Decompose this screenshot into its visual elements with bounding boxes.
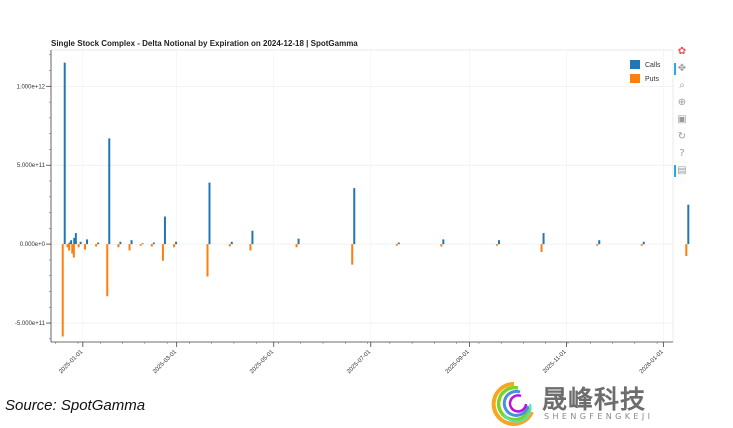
y-tick-label: 1.000e+12 [16, 84, 45, 90]
bar-puts [117, 244, 120, 248]
bar-calls [175, 241, 178, 245]
bar-puts [61, 244, 64, 337]
x-axis: 2025-01-01 2025-03-01 2025-05-01 2025-07-01… [51, 341, 673, 375]
bar-puts [173, 244, 176, 248]
bar-puts [206, 244, 209, 277]
bar-calls [68, 242, 71, 245]
bar-puts [71, 244, 74, 254]
bar-puts [685, 244, 688, 256]
bar-puts [72, 244, 75, 258]
bar-puts [77, 244, 80, 248]
bar-calls [353, 188, 356, 245]
bars [61, 62, 690, 337]
bar-puts [596, 244, 599, 246]
y-tick-label: -5.000e+11 [15, 321, 46, 327]
bar-calls [598, 240, 601, 245]
bar-calls [108, 138, 111, 245]
bar-puts [95, 244, 98, 247]
bar-calls [642, 241, 645, 245]
bar-puts [128, 244, 131, 251]
bar-calls [74, 233, 77, 245]
bar-calls [85, 239, 88, 245]
bar-puts [295, 244, 298, 248]
bar-calls [79, 241, 82, 245]
legend-swatch-puts [630, 74, 640, 83]
bar-calls [498, 240, 501, 245]
x-tick-label: 2025-07-01 [346, 349, 372, 375]
box-zoom-icon[interactable]: ⌕ [679, 80, 685, 91]
x-tick-label: 2026-01-01 [639, 349, 665, 375]
bar-puts [249, 244, 252, 251]
legend: Calls Puts [630, 60, 661, 83]
plot-frame [50, 49, 674, 343]
help-icon[interactable]: ? [679, 148, 685, 159]
chart-title: Single Stock Complex - Delta Notional by… [51, 39, 358, 48]
logo-swirl-icon [491, 381, 534, 426]
bar-calls [251, 230, 254, 245]
bar-puts [540, 244, 543, 253]
x-tick-label: 2025-01-01 [58, 349, 84, 375]
bar-calls [542, 233, 545, 245]
bokeh-logo-icon: ✿ [677, 46, 687, 57]
chart-toolbar: ✿ ✥ ⌕ ⊕ ▣ ↻? ▤ [674, 46, 690, 182]
bar-calls [130, 240, 133, 245]
bar-calls [397, 242, 400, 245]
bar-puts [139, 244, 142, 246]
legend-label-calls: Calls [645, 62, 661, 69]
hover-icon[interactable]: ▤ [674, 165, 688, 177]
bar-puts [440, 244, 443, 247]
legend-swatch-calls [630, 60, 640, 69]
grid [51, 50, 673, 342]
pan-icon[interactable]: ✥ [674, 63, 688, 75]
bar-calls [141, 243, 144, 245]
save-icon[interactable]: ▣ [677, 114, 687, 125]
bar-calls [70, 240, 73, 245]
logo-name-cn: 晟峰科技 [542, 385, 647, 414]
bar-puts [66, 244, 69, 248]
y-axis: -5.000e+11 0.000e+0 5.000e+11 1.000e+12 [15, 50, 52, 342]
x-tick-label: 2025-11-01 [542, 349, 568, 375]
bar-calls [63, 62, 66, 245]
bar-calls [163, 216, 166, 245]
bar-puts [496, 244, 499, 246]
reset-icon[interactable]: ↻ [677, 131, 687, 142]
bar-puts [228, 244, 231, 247]
x-tick-label: 2025-05-01 [249, 349, 275, 375]
bar-calls [208, 182, 211, 245]
y-tick-label: 5.000e+11 [17, 163, 46, 169]
bar-puts [351, 244, 354, 265]
x-tick-label: 2025-03-01 [152, 349, 178, 375]
bar-calls [442, 239, 445, 245]
bar-calls [97, 242, 100, 245]
bar-puts [395, 244, 398, 246]
source-caption: Source: SpotGamma [5, 397, 146, 414]
wheel-zoom-icon[interactable]: ⊕ [677, 97, 687, 108]
bar-calls [73, 237, 76, 245]
bar-calls [687, 204, 690, 245]
y-tick-label: 0.000e+0 [20, 242, 46, 248]
bar-calls [230, 241, 233, 245]
legend-label-puts: Puts [645, 76, 660, 83]
bar-puts [150, 244, 153, 247]
bar-puts [106, 244, 109, 297]
bar-puts [161, 244, 164, 261]
company-logo: 晟峰科技 SHENGFENGKEJI [484, 378, 694, 426]
bar-calls [152, 242, 155, 245]
x-tick-label: 2025-09-01 [445, 349, 471, 375]
bar-calls [297, 238, 300, 245]
bar-puts [68, 244, 71, 251]
bar-puts [83, 244, 86, 250]
bar-puts [640, 244, 643, 246]
logo-name-en: SHENGFENGKEJI [544, 412, 654, 421]
bar-calls [119, 241, 122, 245]
